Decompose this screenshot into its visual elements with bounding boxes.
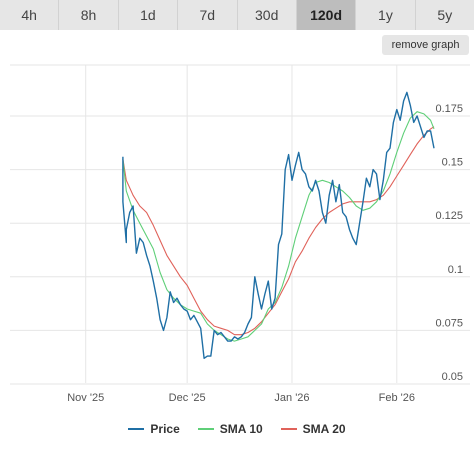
y-tick-label: 0.125 <box>435 210 463 222</box>
y-tick-label: 0.075 <box>435 317 463 329</box>
y-tick-label: 0.05 <box>442 371 463 383</box>
tab-1d[interactable]: 1d <box>118 0 179 30</box>
legend-swatch <box>280 428 297 430</box>
tab-7d[interactable]: 7d <box>178 0 238 30</box>
remove-graph-button[interactable]: remove graph <box>382 35 469 55</box>
chart-series <box>122 91 435 359</box>
y-tick-label: 0.15 <box>442 157 463 169</box>
x-tick-label: Feb '26 <box>379 392 415 404</box>
legend-label: Price <box>150 422 180 436</box>
legend-item-sma-20[interactable]: SMA 20 <box>280 419 346 439</box>
timeframe-tabs: 4h 8h 1d 7d 30d 120d 1y 5y <box>0 0 474 30</box>
legend-label: SMA 20 <box>302 422 346 436</box>
legend-item-price[interactable]: Price <box>128 419 180 439</box>
chart-grid <box>10 64 470 385</box>
tab-1y[interactable]: 1y <box>356 0 416 30</box>
x-tick-label: Dec '25 <box>169 392 206 404</box>
x-tick-label: Jan '26 <box>274 392 309 404</box>
tab-120d[interactable]: 120d <box>296 0 357 30</box>
y-tick-label: 0.1 <box>448 264 463 276</box>
tab-30d[interactable]: 30d <box>237 0 297 30</box>
chart-ticks: 0.05 0.075 0.1 0.125 0.15 0.175 Nov '25 Dec '25… <box>67 103 463 404</box>
y-tick-label: 0.175 <box>435 103 463 115</box>
series-line-sma-10 <box>122 111 435 342</box>
legend-swatch <box>197 428 214 430</box>
tab-8h[interactable]: 8h <box>59 0 119 30</box>
legend-label: SMA 10 <box>219 422 263 436</box>
series-line-sma-20 <box>122 126 435 336</box>
legend-swatch <box>128 428 145 430</box>
tab-4h[interactable]: 4h <box>0 0 60 30</box>
x-tick-label: Nov '25 <box>67 392 104 404</box>
legend-item-sma-10[interactable]: SMA 10 <box>197 419 263 439</box>
tab-5y[interactable]: 5y <box>415 0 474 30</box>
chart-legend: Price SMA 10 SMA 20 <box>0 419 474 439</box>
series-line-price <box>122 91 435 359</box>
